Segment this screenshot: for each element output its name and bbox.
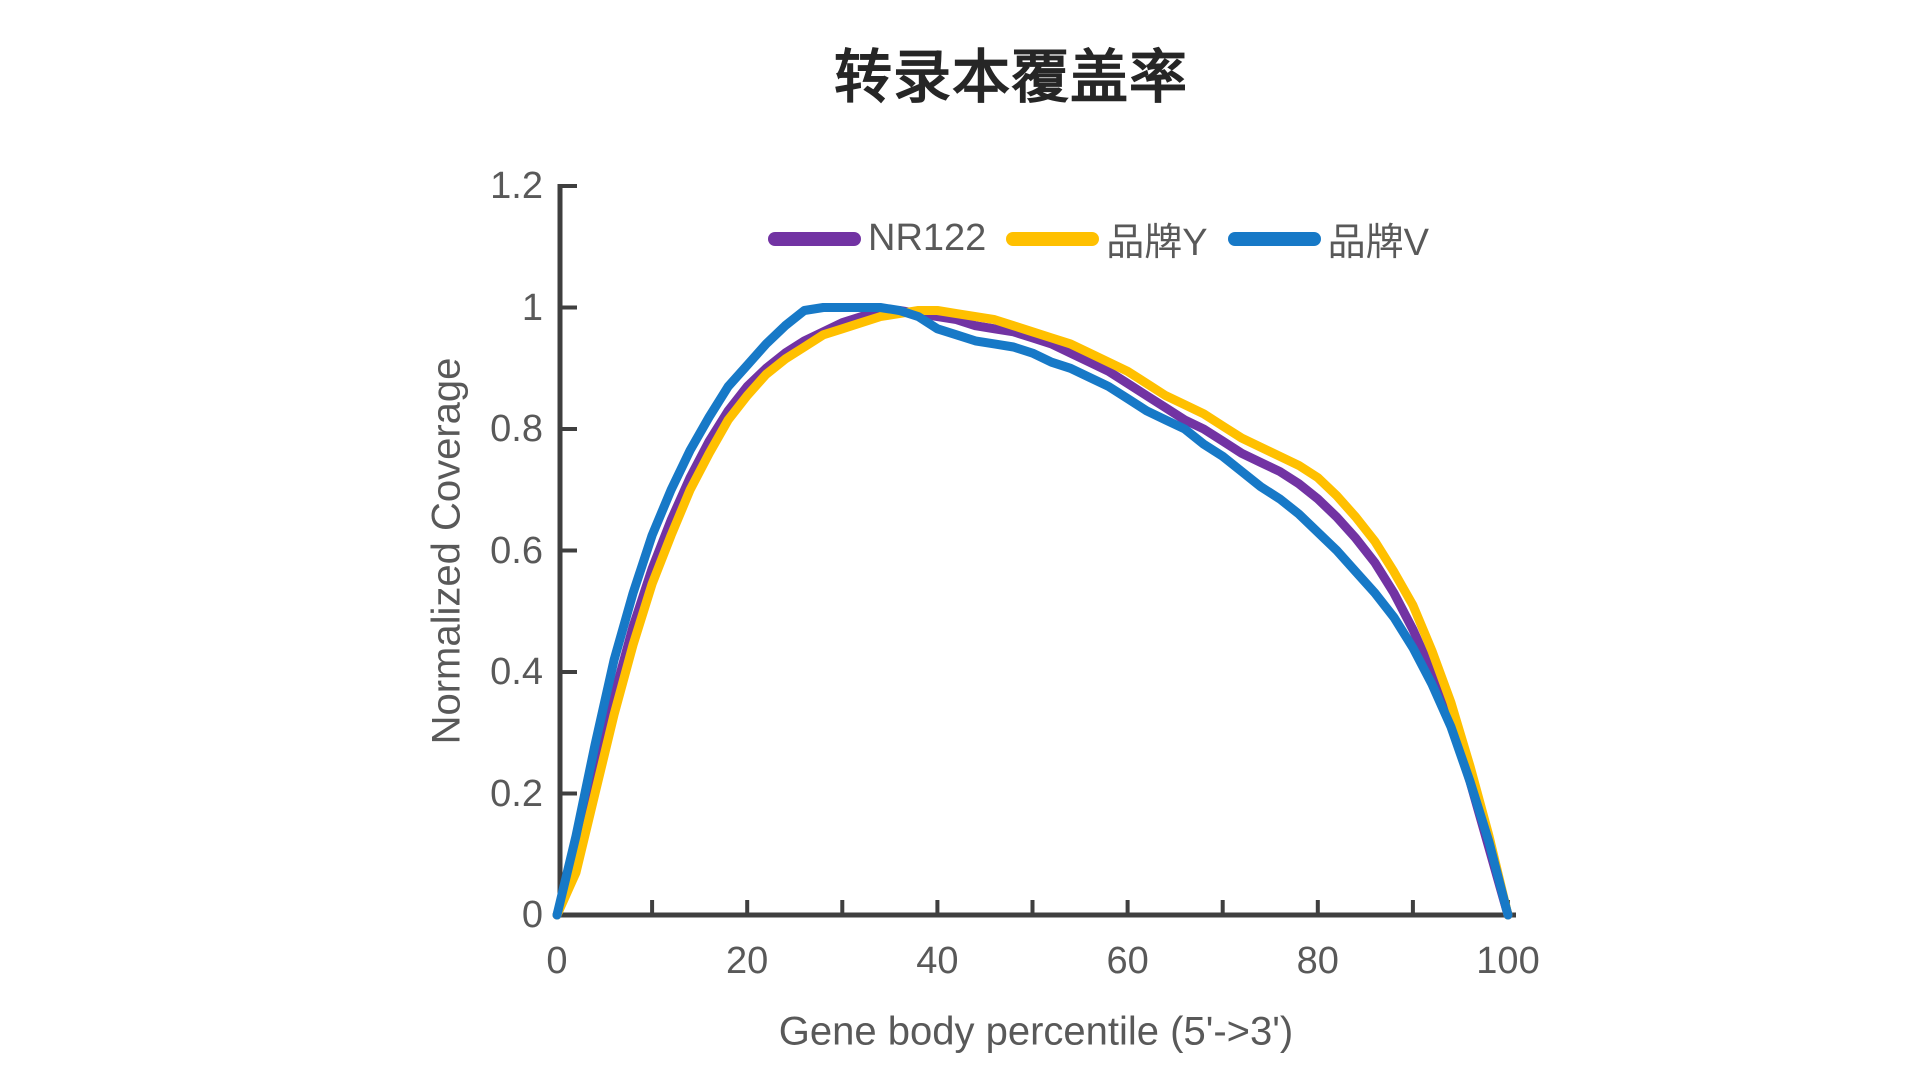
- legend-item-nr122: NR122: [768, 217, 986, 260]
- x-tick-label: 60: [1106, 940, 1149, 982]
- series-line-1: [552, 306, 1513, 920]
- legend-label-brand-y: 品牌Y: [1106, 222, 1208, 264]
- x-axis-title: Gene body percentile (5'->3'): [778, 1009, 1294, 1054]
- legend-item-brand-v: 品牌V: [1227, 211, 1430, 266]
- series-line-2: [552, 303, 1513, 920]
- x-tick-label: 40: [916, 940, 959, 982]
- y-tick-label: 0.4: [490, 651, 543, 693]
- y-tick-label: 0.8: [490, 408, 543, 450]
- legend: NR122 品牌Y 品牌V: [768, 211, 1429, 266]
- y-tick-label: 1.2: [490, 165, 543, 207]
- x-tick-label: 0: [546, 940, 568, 982]
- chart-title: 转录本覆盖率: [833, 45, 1189, 110]
- x-tick-label: 20: [726, 940, 769, 982]
- legend-label-nr122: NR122: [868, 217, 987, 259]
- legend-swatch-brand-y: [1006, 231, 1100, 246]
- legend-swatch-brand-v: [1227, 231, 1321, 246]
- legend-swatch-nr122: [768, 231, 861, 246]
- y-tick-label: 0.2: [490, 772, 543, 815]
- series-line-0: [552, 306, 1513, 920]
- y-tick-label: 0: [521, 894, 543, 936]
- x-tick-label: 100: [1476, 940, 1540, 982]
- legend-label-brand-v: 品牌V: [1327, 222, 1430, 264]
- y-tick-label: 0.6: [490, 529, 543, 572]
- x-tick-label: 80: [1296, 940, 1339, 982]
- y-tick-label: 1: [521, 286, 543, 329]
- legend-item-brand-y: 品牌Y: [1006, 211, 1208, 266]
- axes: [557, 184, 1516, 918]
- data-series-lines: [552, 303, 1513, 920]
